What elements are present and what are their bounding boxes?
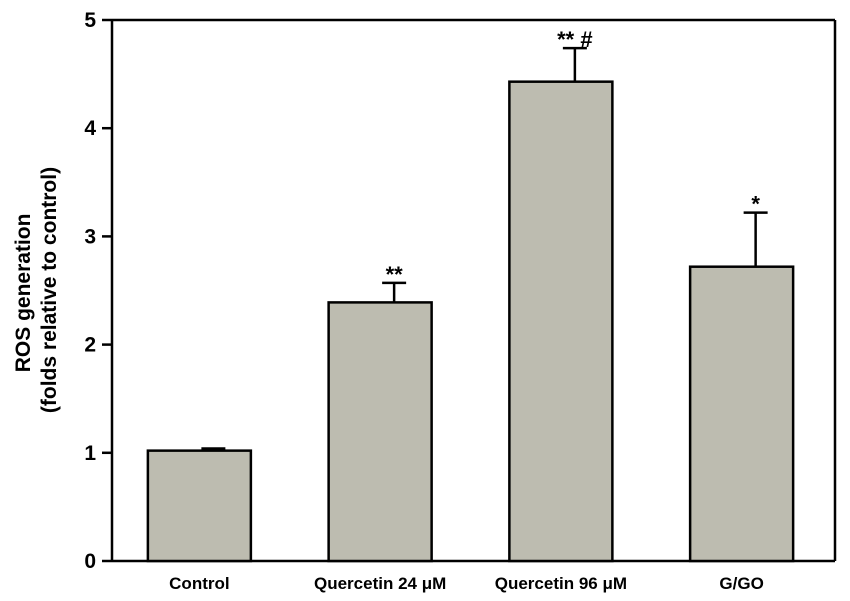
x-tick-label-2: Quercetin 24 μM: [314, 574, 446, 593]
bar-3: [508, 80, 614, 563]
significance-mark-4: *: [751, 192, 760, 217]
y-axis-title-line2: (folds relative to control): [38, 167, 61, 413]
y-axis-title: ROS generation (folds relative to contro…: [12, 167, 61, 413]
y-tick-label: 1: [84, 442, 96, 465]
x-tick-label-4: G/GO: [719, 574, 763, 593]
x-tick-label-3: Quercetin 96 μM: [495, 574, 627, 593]
error-bars: [201, 46, 768, 451]
y-tick-label: 2: [84, 334, 96, 357]
bars: [146, 80, 795, 563]
bar-4: [688, 265, 795, 563]
y-tick-label: 0: [84, 550, 96, 573]
y-axis-title-line1: ROS generation: [12, 214, 35, 373]
y-tick-label: 4: [84, 117, 96, 140]
x-tick-labels: Control Quercetin 24 μM Quercetin 96 μM G/G…: [169, 574, 764, 593]
significance-mark-2: **: [386, 262, 404, 287]
y-tick-label: 5: [84, 9, 96, 32]
bar-1: [146, 449, 253, 563]
bar-2: [327, 301, 433, 563]
x-tick-label-1: Control: [169, 574, 229, 593]
y-ticks: 0 1 2 3 4 5: [84, 9, 112, 573]
y-tick-label: 3: [84, 225, 96, 248]
significance-mark-3: ** #: [557, 27, 592, 52]
significance-annotations: ** ** # *: [386, 27, 761, 287]
